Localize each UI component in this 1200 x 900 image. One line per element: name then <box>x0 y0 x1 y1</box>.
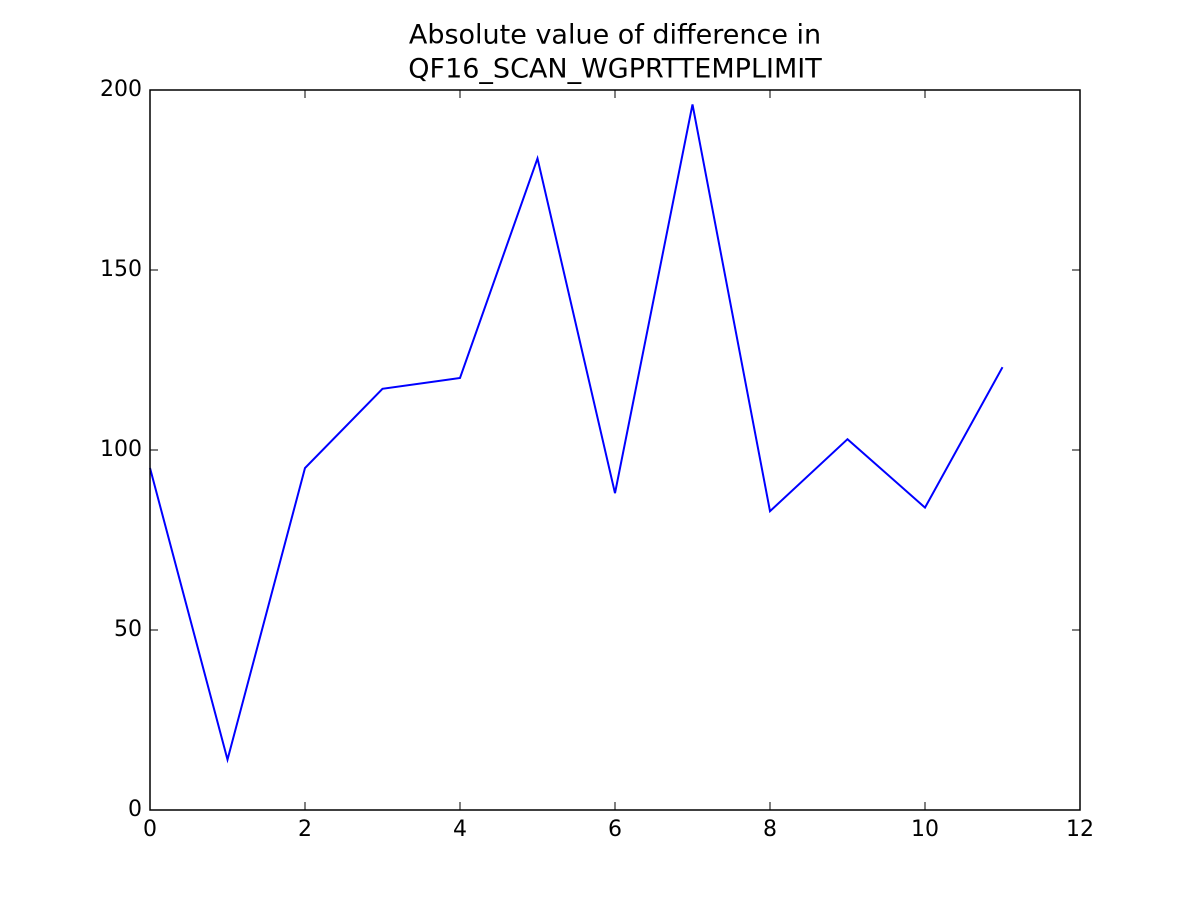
y-tick-label: 100 <box>100 437 142 462</box>
x-tick-label: 8 <box>763 817 777 842</box>
x-tick-label: 4 <box>453 817 467 842</box>
data-line <box>149 104 1004 764</box>
chart-title: QF16_SCAN_WGPRTTEMPLIMIT <box>408 54 822 85</box>
y-tick-label: 0 <box>128 797 142 822</box>
x-tick-label: 6 <box>608 817 622 842</box>
x-tick-label: 2 <box>298 817 312 842</box>
x-tick-label: 12 <box>1066 817 1094 842</box>
y-tick-label: 50 <box>114 617 142 642</box>
plot-frame <box>149 89 1081 811</box>
y-tick-label: 150 <box>100 257 142 282</box>
y-tick-label: 200 <box>100 77 142 102</box>
x-tick-label: 0 <box>143 817 157 842</box>
x-tick-label: 10 <box>911 817 939 842</box>
chart-title: Absolute value of difference in <box>409 20 821 51</box>
